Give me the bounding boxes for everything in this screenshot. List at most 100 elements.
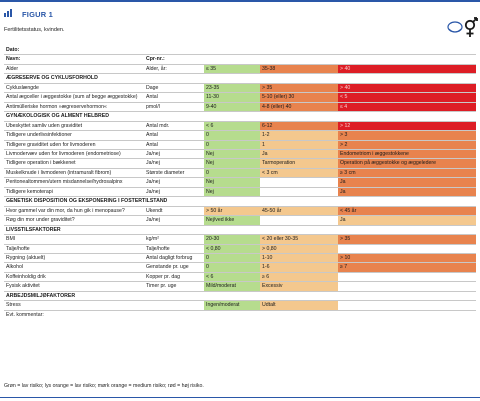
low-risk-cell: Nej [204,148,260,159]
high-risk-cell: > 40 [338,82,477,93]
section-header-row: GENETISK DISPOSITION OG EKSPONERING I FO… [4,196,477,207]
table-row: Peritonealtommen/utern misdannelse/hydro… [4,177,477,188]
fertility-status-table: Dato: Navn: Cpr-nr.: Alder Alder, år: ≤ 35 35-… [4,46,477,320]
parameter-label: Alder [4,63,144,74]
parameter-label: Livmodervæv uden for livmoderen (endomet… [4,148,144,159]
low-risk-cell: > 50 år [204,205,260,216]
medium-risk-cell: Udtalt [260,300,338,311]
medium-risk-cell: 1 [260,139,338,150]
high-risk-cell: < 45 år [338,205,477,216]
medium-risk-cell: Ja [260,148,338,159]
unit-label: Kopper pr. dag [144,271,204,282]
high-risk-cell: > 35 [338,234,477,245]
parameter-label: Tidligere operation i bækkenet [4,158,144,169]
section-title: GYNÆKOLOGISK OG ALMENT HELBRED [4,111,477,122]
unit-label: Ja/nej [144,148,204,159]
unit-label: Antal dagligt forbrug [144,252,204,263]
medium-risk-cell: 5-10 (eller) 30 [260,92,338,103]
section-title: LIVSSTILSFAKTORER [4,224,477,235]
section-header-row: ÆGRESERVE OG CYKLUSFORHOLD [4,73,477,84]
table-row: Rygning (aktuelt) Antal dagligt forbrug 0 1… [4,252,477,263]
parameter-label: Navn: [4,54,144,65]
table-row: Koffeinholdig drik Kopper pr. dag < 6 ≥ 6 [4,271,477,282]
medium-risk-cell: 6-12 [260,120,338,131]
low-risk-cell: 9-40 [204,101,260,112]
medium-risk-cell: < 3 cm [260,167,338,178]
low-risk-cell: 23-35 [204,82,260,93]
table-row: Hvor gammel var din mor, da hun gik i me… [4,205,477,216]
high-risk-cell: > 10 [338,252,477,263]
parameter-label: Fysisk aktivitet [4,281,144,292]
table-row: Evt. kommentar: [4,309,477,320]
top-rule [0,0,480,2]
medium-risk-cell: 1-2 [260,130,338,141]
unit-label [144,300,204,311]
low-risk-cell: ≤ 35 [204,63,260,74]
high-risk-cell: > 2 [338,139,477,150]
medium-risk-cell: 1-10 [260,252,338,263]
parameter-label: Rygning (aktuelt) [4,252,144,263]
unit-label: Ja/nej [144,215,204,226]
table-row: Alkohol Genstande pr. uge 0 1-6 ≥ 7 [4,262,477,273]
parameter-label: Røg din mor under graviditet? [4,215,144,226]
parameter-label: Antimülleriske hormon »ægreservehormon« [4,101,144,112]
table-row: Antal ægceller i æggestokke (sum af begg… [4,92,477,103]
unit-label: Ja/nej [144,186,204,197]
high-risk-cell: Ja [338,177,477,188]
unit-label: Cpr-nr.: [144,54,477,65]
table-row: Tidligere kemoterapi Ja/nej Nej Ja [4,186,477,197]
table-row: Dato: [4,46,476,55]
table-row: Alder Alder, år: ≤ 35 35-38 > 40 [4,63,477,74]
parameter-label: Evt. kommentar: [4,309,477,320]
high-risk-cell: ≥ 7 [338,262,477,273]
unit-label: Antal [144,130,204,141]
low-risk-cell: 0 [204,252,260,263]
parameter-label: Hvor gammel var din mor, da hun gik i me… [4,205,144,216]
low-risk-cell: Nej/ved ikke [204,215,260,226]
high-risk-cell: Endometriom i æggestokkene [338,148,477,159]
unit-label: Talje/hofte [144,243,204,254]
color-legend: Grøn = lav risiko; lys orange = lav risi… [4,383,204,389]
table-row: Fysisk aktivitet Timer pr. uge Mild/modera… [4,281,477,292]
low-risk-cell: 0 [204,262,260,273]
low-risk-cell: 11-30 [204,92,260,103]
medium-risk-cell [260,186,338,197]
table-row: Muskelknude i livmoderen (intramuralt fi… [4,167,477,178]
medium-risk-cell: Excessiv [260,281,338,292]
low-risk-cell: Mild/moderat [204,281,260,292]
medium-risk-cell [260,215,338,226]
section-title: GENETISK DISPOSITION OG EKSPONERING I FO… [4,196,477,207]
unit-label: Ja/nej [144,177,204,188]
parameter-label: Muskelknude i livmoderen (intramuralt fi… [4,167,144,178]
section-header-row: LIVSSTILSFAKTORER [4,224,477,235]
medium-risk-cell: 4-8 (eller) 40 [260,101,338,112]
unit-label: Dage [144,82,204,93]
parameter-label: Alkohol [4,262,144,273]
medium-risk-cell: 45-50 år [260,205,338,216]
figure-subtitle: Fertilitetsstatus, kvinden. [4,27,65,33]
table-row: BMI kg/m² 20-30 < 20 eller 30-35 > 35 [4,234,477,245]
high-risk-cell: > 40 [338,63,477,74]
bar-chart-icon [4,9,13,17]
low-risk-cell: 0 [204,130,260,141]
low-risk-cell: 20-30 [204,234,260,245]
high-risk-cell: Ja [338,215,477,226]
medium-risk-cell: Tarmoperation [260,158,338,169]
low-risk-cell: 0 [204,167,260,178]
unit-label: pmol/l [144,101,204,112]
parameter-label: Koffeinholdig drik [4,271,144,282]
high-risk-cell: > 12 [338,120,477,131]
parameter-label: Antal ægceller i æggestokke (sum af begg… [4,92,144,103]
section-title: ÆGRESERVE OG CYKLUSFORHOLD [4,73,477,84]
high-risk-cell: Ja [338,186,477,197]
unit-label: Alder, år: [144,63,204,74]
unit-label: Største diameter [144,167,204,178]
high-risk-cell: ≥ 3 cm [338,167,477,178]
low-risk-cell: < 6 [204,120,260,131]
high-risk-cell [338,243,477,254]
female-male-symbol-icon [447,17,478,37]
low-risk-cell: Nej [204,186,260,197]
unit-label: Antal mdr. [144,120,204,131]
high-risk-cell [338,281,477,292]
